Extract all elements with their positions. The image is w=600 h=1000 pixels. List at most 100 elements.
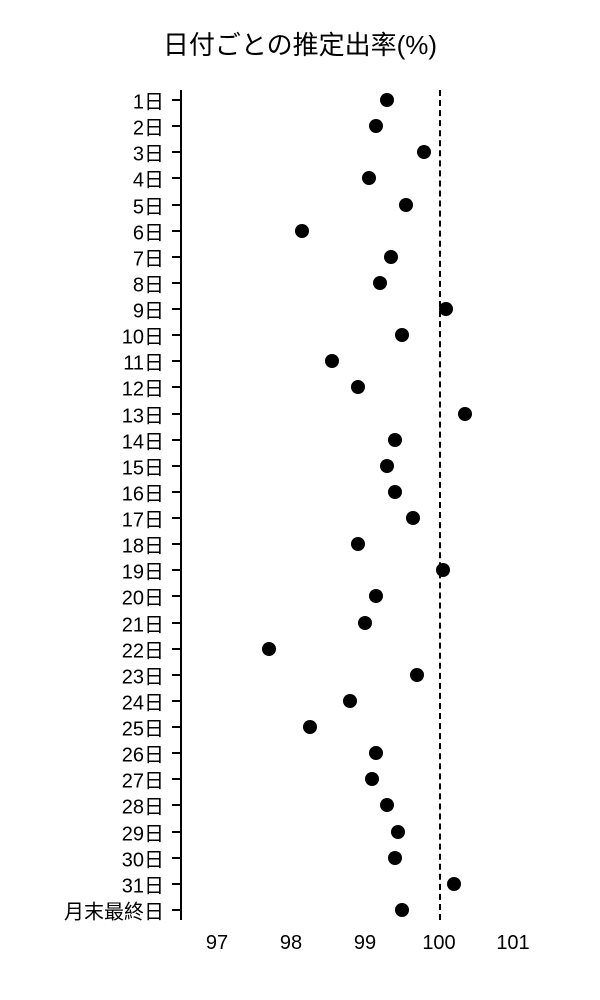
data-point [391, 825, 405, 839]
data-point [458, 407, 472, 421]
y-tick [172, 752, 180, 754]
y-tick [172, 334, 180, 336]
y-tick-label: 5日 [0, 190, 164, 219]
chart-container: 日付ごとの推定出率(%) 1日2日3日4日5日6日7日8日9日10日11日12日… [0, 0, 600, 1000]
y-tick-label: 26日 [0, 739, 164, 768]
y-tick [172, 491, 180, 493]
y-tick-label: 22日 [0, 634, 164, 663]
data-point [436, 563, 450, 577]
y-tick [172, 674, 180, 676]
y-tick-label: 24日 [0, 686, 164, 715]
y-tick-label: 31日 [0, 869, 164, 898]
data-point [369, 746, 383, 760]
y-tick-label: 4日 [0, 164, 164, 193]
y-tick-label: 29日 [0, 817, 164, 846]
y-tick-label: 1日 [0, 86, 164, 115]
y-tick-label: 19日 [0, 556, 164, 585]
y-tick [172, 439, 180, 441]
data-point [395, 903, 409, 917]
y-tick-label: 6日 [0, 216, 164, 245]
y-tick [172, 230, 180, 232]
data-point [380, 93, 394, 107]
y-tick-label: 3日 [0, 138, 164, 167]
y-tick-label: 8日 [0, 268, 164, 297]
y-axis [180, 90, 182, 920]
x-tick-label: 97 [206, 932, 228, 955]
y-tick [172, 360, 180, 362]
y-tick [172, 700, 180, 702]
y-tick-label: 月末最終日 [0, 896, 164, 925]
y-tick [172, 517, 180, 519]
y-tick-label: 17日 [0, 504, 164, 533]
y-tick-label: 14日 [0, 425, 164, 454]
data-point [399, 198, 413, 212]
y-tick-label: 7日 [0, 242, 164, 271]
y-tick [172, 622, 180, 624]
data-point [406, 511, 420, 525]
data-point [369, 589, 383, 603]
y-tick-label: 9日 [0, 295, 164, 324]
data-point [384, 250, 398, 264]
x-tick-label: 98 [280, 932, 302, 955]
y-tick [172, 543, 180, 545]
y-tick-label: 2日 [0, 112, 164, 141]
y-tick-label: 13日 [0, 399, 164, 428]
data-point [395, 328, 409, 342]
y-tick [172, 282, 180, 284]
data-point [380, 798, 394, 812]
y-tick [172, 465, 180, 467]
data-point [388, 433, 402, 447]
y-tick [172, 177, 180, 179]
y-tick [172, 831, 180, 833]
plot-area [180, 90, 550, 920]
data-point [351, 537, 365, 551]
y-tick [172, 256, 180, 258]
y-tick-label: 11日 [0, 347, 164, 376]
data-point [351, 380, 365, 394]
reference-line [439, 90, 441, 920]
chart-title: 日付ごとの推定出率(%) [0, 25, 600, 62]
y-tick [172, 413, 180, 415]
y-tick-label: 28日 [0, 791, 164, 820]
x-tick-label: 100 [422, 932, 455, 955]
data-point [439, 302, 453, 316]
y-tick [172, 125, 180, 127]
y-tick-label: 30日 [0, 843, 164, 872]
data-point [388, 485, 402, 499]
y-tick-label: 21日 [0, 608, 164, 637]
y-tick-label: 10日 [0, 321, 164, 350]
data-point [380, 459, 394, 473]
data-point [358, 616, 372, 630]
data-point [388, 851, 402, 865]
y-tick-label: 15日 [0, 451, 164, 480]
y-tick [172, 569, 180, 571]
y-tick [172, 857, 180, 859]
y-tick-label: 23日 [0, 660, 164, 689]
y-tick [172, 204, 180, 206]
data-point [303, 720, 317, 734]
y-tick [172, 308, 180, 310]
y-tick [172, 386, 180, 388]
data-point [410, 668, 424, 682]
y-tick [172, 804, 180, 806]
x-tick-label: 101 [496, 932, 529, 955]
y-tick [172, 726, 180, 728]
data-point [362, 171, 376, 185]
data-point [262, 642, 276, 656]
y-tick [172, 151, 180, 153]
data-point [417, 145, 431, 159]
data-point [447, 877, 461, 891]
data-point [325, 354, 339, 368]
y-tick [172, 99, 180, 101]
y-tick-label: 16日 [0, 477, 164, 506]
y-tick [172, 648, 180, 650]
data-point [373, 276, 387, 290]
y-tick [172, 909, 180, 911]
data-point [343, 694, 357, 708]
y-tick [172, 595, 180, 597]
y-tick-label: 27日 [0, 765, 164, 794]
data-point [365, 772, 379, 786]
data-point [295, 224, 309, 238]
x-tick-label: 99 [354, 932, 376, 955]
data-point [369, 119, 383, 133]
